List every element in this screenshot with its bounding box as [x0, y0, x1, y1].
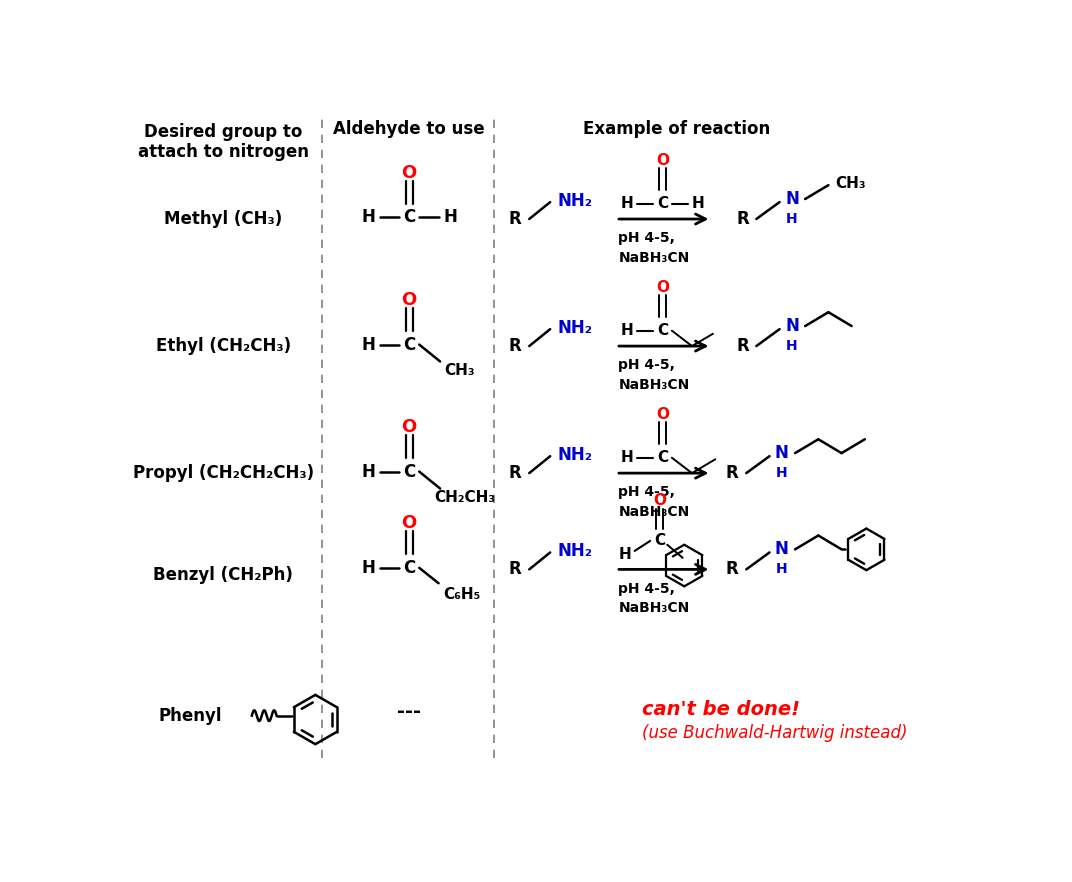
- Text: CH₃: CH₃: [444, 363, 475, 378]
- Text: pH 4-5,: pH 4-5,: [619, 231, 675, 245]
- Text: C: C: [657, 323, 668, 338]
- Text: C: C: [403, 208, 415, 227]
- Text: O: O: [402, 164, 417, 182]
- Text: C: C: [403, 559, 415, 577]
- Text: N: N: [785, 190, 799, 208]
- Text: H: H: [361, 335, 375, 354]
- Text: Aldehyde to use: Aldehyde to use: [333, 120, 485, 138]
- Text: R: R: [726, 560, 739, 579]
- Text: Phenyl: Phenyl: [158, 706, 222, 725]
- Text: Propyl (CH₂CH₂CH₃): Propyl (CH₂CH₂CH₃): [133, 464, 314, 482]
- Text: ---: ---: [397, 702, 421, 721]
- Text: H: H: [776, 466, 788, 480]
- Text: C: C: [654, 534, 665, 549]
- Text: N: N: [775, 445, 789, 462]
- Text: pH 4-5,: pH 4-5,: [619, 581, 675, 595]
- Text: Ethyl (CH₂CH₃): Ethyl (CH₂CH₃): [155, 337, 291, 355]
- Text: CH₂CH₃: CH₂CH₃: [434, 490, 495, 505]
- Text: H: H: [621, 450, 634, 465]
- Text: CH₃: CH₃: [835, 176, 865, 191]
- Text: H: H: [361, 462, 375, 481]
- Text: NaBH₃CN: NaBH₃CN: [619, 377, 689, 392]
- Text: NH₂: NH₂: [557, 542, 593, 560]
- Text: pH 4-5,: pH 4-5,: [619, 358, 675, 372]
- Text: H: H: [691, 196, 704, 211]
- Text: Example of reaction: Example of reaction: [583, 120, 770, 138]
- Text: R: R: [509, 560, 522, 579]
- Text: N: N: [785, 317, 799, 335]
- Text: O: O: [402, 514, 417, 532]
- Text: H: H: [786, 339, 798, 353]
- Text: Methyl (CH₃): Methyl (CH₃): [164, 210, 282, 228]
- Text: H: H: [786, 212, 798, 226]
- Text: NH₂: NH₂: [557, 318, 593, 337]
- Text: NaBH₃CN: NaBH₃CN: [619, 250, 689, 265]
- Text: NaBH₃CN: NaBH₃CN: [619, 601, 689, 615]
- Text: Desired group to
attach to nitrogen: Desired group to attach to nitrogen: [137, 123, 309, 161]
- Text: R: R: [509, 337, 522, 355]
- Text: O: O: [656, 153, 669, 168]
- Text: H: H: [361, 208, 375, 227]
- Text: NH₂: NH₂: [557, 191, 593, 210]
- Text: H: H: [361, 559, 375, 577]
- Text: H: H: [619, 547, 631, 562]
- Text: R: R: [726, 464, 739, 482]
- Text: NH₂: NH₂: [557, 445, 593, 464]
- Text: O: O: [656, 407, 669, 422]
- Text: R: R: [509, 210, 522, 228]
- Text: R: R: [509, 464, 522, 482]
- Text: C: C: [657, 450, 668, 465]
- Text: NaBH₃CN: NaBH₃CN: [619, 505, 689, 519]
- Text: O: O: [653, 493, 666, 508]
- Text: O: O: [402, 418, 417, 436]
- Text: R: R: [736, 210, 748, 228]
- Text: H: H: [776, 563, 788, 576]
- Text: can't be done!: can't be done!: [642, 700, 800, 719]
- Text: O: O: [402, 291, 417, 309]
- Text: C: C: [403, 462, 415, 481]
- Text: pH 4-5,: pH 4-5,: [619, 485, 675, 499]
- Text: C: C: [657, 196, 668, 211]
- Text: H: H: [443, 208, 457, 227]
- Text: H: H: [621, 196, 634, 211]
- Text: C₆H₅: C₆H₅: [443, 587, 480, 602]
- Text: R: R: [736, 337, 748, 355]
- Text: C: C: [403, 335, 415, 354]
- Text: O: O: [656, 280, 669, 295]
- Text: Benzyl (CH₂Ph): Benzyl (CH₂Ph): [153, 565, 293, 584]
- Text: N: N: [775, 541, 789, 558]
- Text: H: H: [621, 323, 634, 338]
- Text: (use Buchwald-Hartwig instead): (use Buchwald-Hartwig instead): [642, 723, 907, 742]
